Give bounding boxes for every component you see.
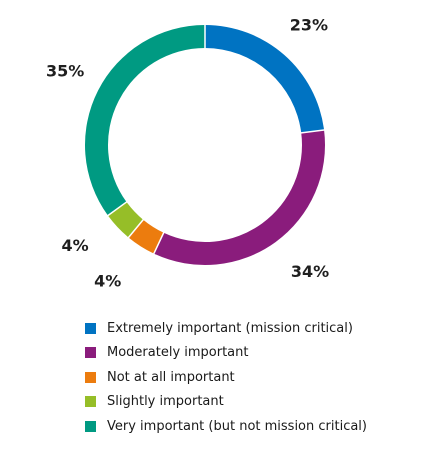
legend-swatch <box>85 347 96 359</box>
legend-item: Extremely important (mission critical) <box>85 316 367 341</box>
donut-chart: 23% 34% 4% 4% 35% <box>46 15 329 290</box>
legend-swatch <box>85 420 96 432</box>
donut-slice-2 <box>153 129 325 265</box>
legend-item: Very important (but not mission critical… <box>85 414 367 439</box>
legend-item: Moderately important <box>85 341 367 366</box>
legend-swatch <box>85 371 96 383</box>
donut-slice-4 <box>107 202 144 238</box>
legend-label: Very important (but not mission critical… <box>107 418 367 434</box>
legend-swatch <box>85 322 96 334</box>
legend-swatch <box>85 396 96 408</box>
slice-labels: 23% 34% 4% 4% 35% <box>46 15 329 290</box>
legend-item: Slightly important <box>85 390 367 415</box>
slice-label-3: 4% <box>94 271 121 290</box>
slice-label-2: 34% <box>291 262 329 281</box>
donut-slice-5 <box>85 25 205 216</box>
legend-item: Not at all important <box>85 365 367 390</box>
donut-slices <box>85 24 326 265</box>
slice-separator <box>127 218 145 239</box>
slice-label-4: 4% <box>62 236 89 255</box>
slice-label-5: 35% <box>46 61 84 80</box>
legend-label: Extremely important (mission critical) <box>107 320 353 336</box>
donut-slice-3 <box>128 219 164 254</box>
slice-separator <box>106 200 128 217</box>
slice-separator <box>152 231 165 255</box>
chart-legend: Extremely important (mission critical) Mo… <box>85 316 367 439</box>
legend-label: Moderately important <box>107 345 249 361</box>
slice-label-1: 23% <box>290 15 328 34</box>
slice-separator <box>300 129 326 134</box>
legend-label: Slightly important <box>107 394 224 410</box>
legend-label: Not at all important <box>107 369 235 385</box>
donut-slice-1 <box>205 25 325 133</box>
